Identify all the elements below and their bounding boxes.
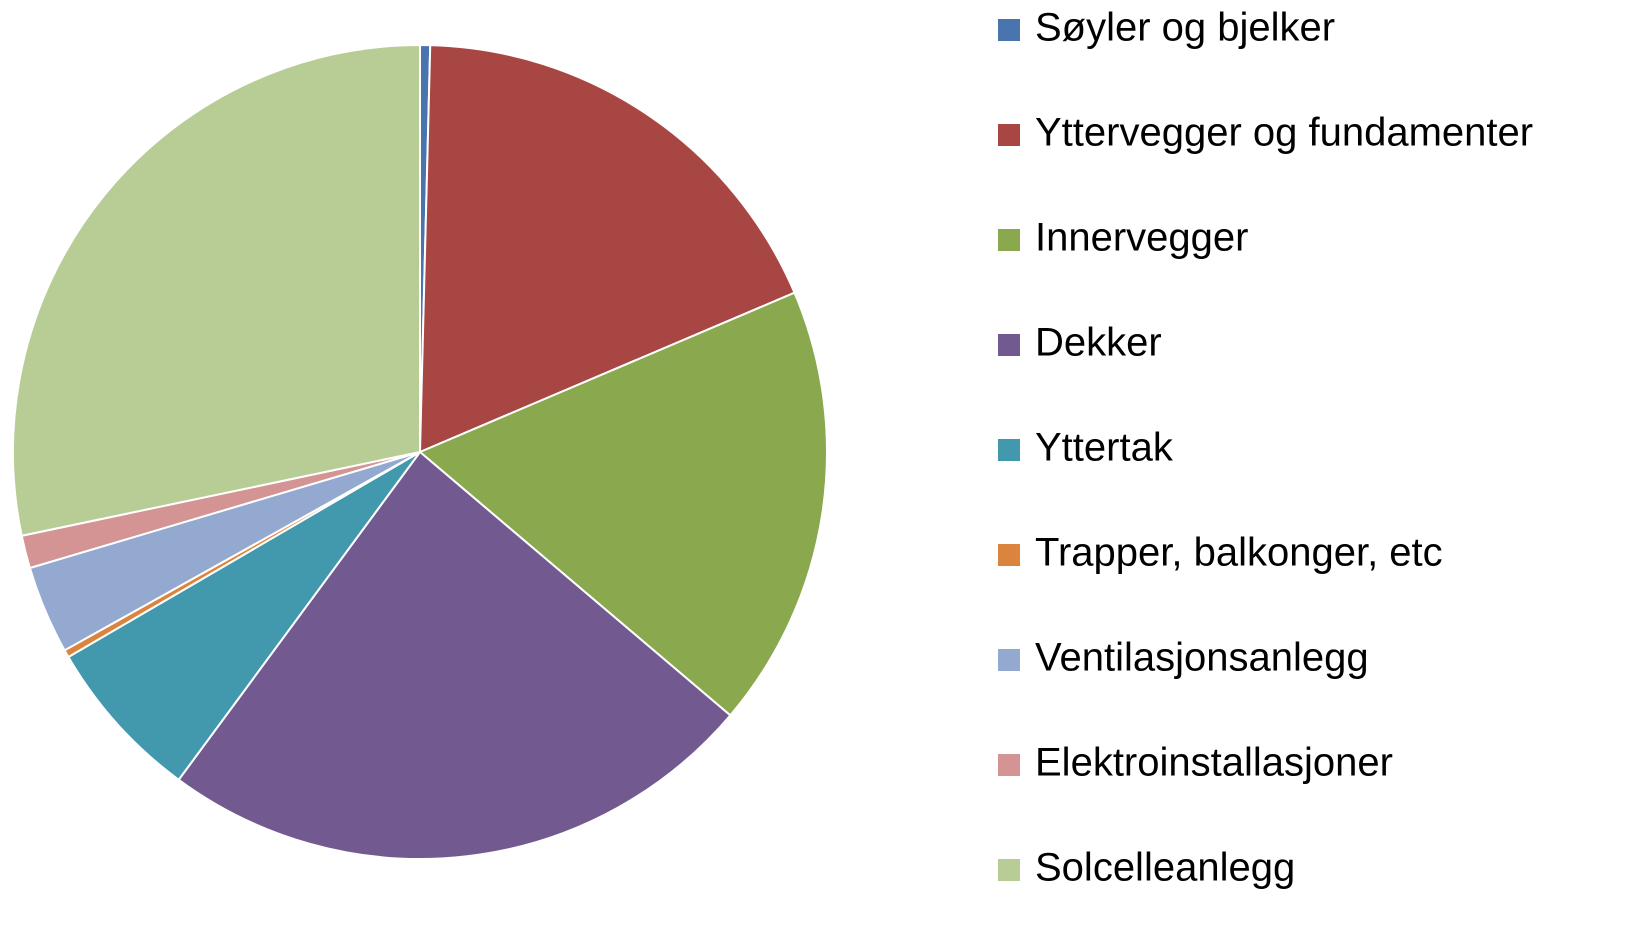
legend-label: Søyler og bjelker [1035,6,1335,50]
legend-swatch [998,754,1020,776]
legend-label: Solcelleanlegg [1035,846,1295,890]
pie-slice [418,291,828,717]
legend-label: Trapper, balkonger, etc [1035,531,1443,575]
pie-slice [418,44,796,454]
legend-label: Dekker [1035,321,1162,365]
legend-label: Innervegger [1035,216,1248,260]
legend-label: Elektroinstallasjoner [1035,741,1393,785]
legend-label: Yttertak [1035,426,1174,470]
legend-swatch [998,229,1020,251]
legend-swatch [998,859,1020,881]
legend-swatch [998,544,1020,566]
legend-swatch [998,19,1020,41]
legend-swatch [998,649,1020,671]
pie-slice [67,451,421,782]
pie-slice [177,450,732,860]
pie-slice [12,43,421,537]
legend-swatch [998,124,1020,146]
legend-swatch [998,334,1020,356]
legend-swatch [998,439,1020,461]
legend-label: Yttervegger og fundamenter [1035,111,1533,155]
legend-label: Ventilasjonsanlegg [1035,636,1369,680]
